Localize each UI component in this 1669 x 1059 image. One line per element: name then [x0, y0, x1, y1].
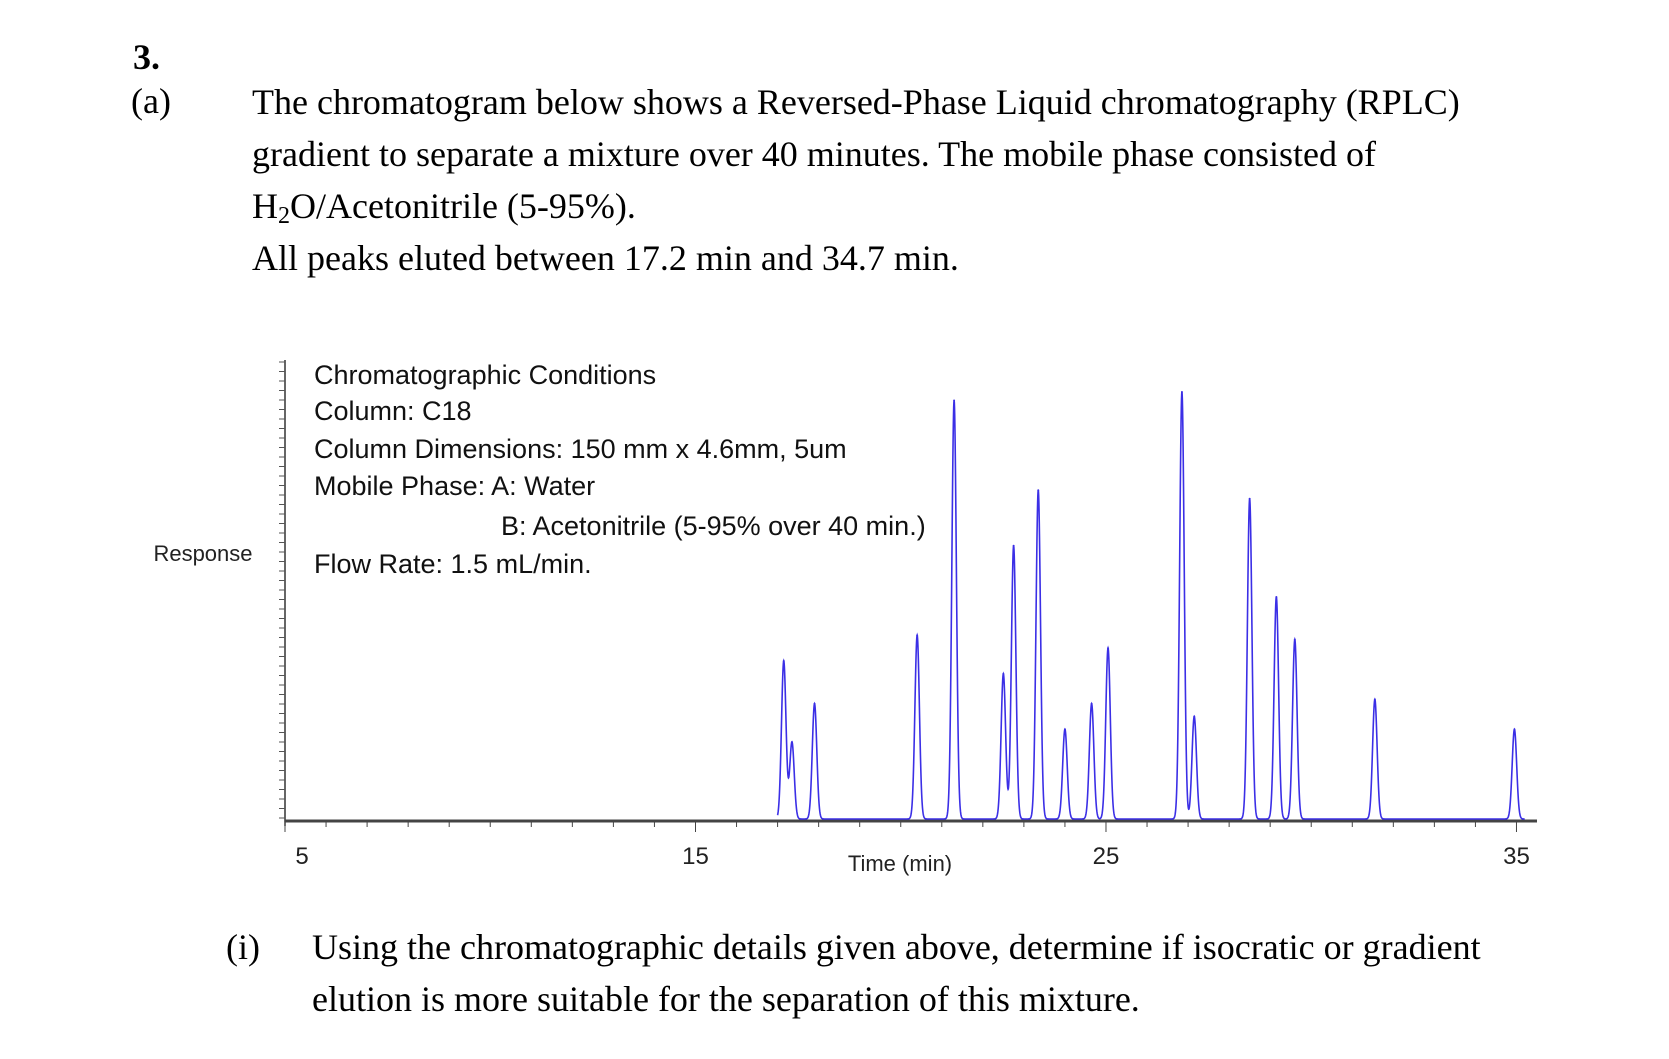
sub-question-line-1: Using the chromatographic details given … [312, 927, 1481, 967]
peak-apex [1275, 595, 1278, 598]
peak-apex [1180, 391, 1183, 393]
x-axis-label: Time (min) [848, 851, 952, 876]
h2o-rest: O/Acetonitrile (5-95%). [290, 186, 636, 226]
peak-markers [782, 391, 1516, 744]
x-axis: 5 15 25 35 [284, 822, 1530, 870]
peak-apex [916, 634, 919, 637]
peak-apex [1373, 698, 1376, 701]
chromatogram-trace [776, 391, 1525, 820]
peak-apex [1107, 647, 1110, 650]
sub-question-line-2: elution is more suitable for the separat… [312, 979, 1140, 1019]
conditions-box: Chromatographic Conditions Column: C18 C… [314, 360, 926, 579]
x-tick-label: 35 [1503, 843, 1530, 870]
peak-apex [1012, 544, 1015, 547]
peak-apex [1063, 728, 1066, 731]
peak-apex [1513, 728, 1516, 731]
conditions-dimensions: Column Dimensions: 150 mm x 4.6mm, 5um [314, 434, 847, 464]
x-tick-label: 15 [682, 843, 709, 870]
part-label: (a) [131, 81, 171, 121]
y-axis-label: Response [153, 541, 252, 566]
peak-apex [782, 660, 785, 663]
intro-line-1: The chromatogram below shows a Reversed-… [252, 82, 1460, 122]
peak-apex [953, 399, 956, 402]
sub-question-label: (i) [226, 927, 260, 967]
question-number: 3. [133, 37, 160, 77]
h2o-prefix: H [252, 186, 278, 226]
conditions-column: Column: C18 [314, 396, 472, 426]
h2o-subscript: 2 [278, 203, 290, 229]
peak-apex [1193, 715, 1196, 718]
peak-apex [1002, 672, 1005, 675]
peak-apex [813, 702, 816, 705]
peak-apex [1248, 497, 1251, 500]
mobile-phase-line: H2O/Acetonitrile (5-95%). [252, 184, 636, 238]
conditions-title: Chromatographic Conditions [314, 360, 656, 390]
chromatogram-chart: 5 15 25 35 Response Time (min) Chromatograp… [153, 360, 1537, 876]
y-axis [279, 360, 286, 826]
conditions-flow-rate: Flow Rate: 1.5 mL/min. [314, 549, 592, 579]
peak-apex [1293, 638, 1296, 641]
intro-line-2: gradient to separate a mixture over 40 m… [252, 134, 1377, 174]
conditions-mobile-phase-a: Mobile Phase: A: Water [314, 471, 595, 501]
x-tick-label: 25 [1093, 843, 1120, 870]
peak-apex [1037, 489, 1040, 492]
peak-apex [790, 741, 793, 744]
peaks-line: All peaks eluted between 17.2 min and 34… [252, 238, 959, 278]
x-tick-label: 5 [295, 843, 308, 870]
peak-apex [1090, 702, 1093, 705]
conditions-mobile-phase-b: B: Acetonitrile (5-95% over 40 min.) [501, 511, 926, 541]
